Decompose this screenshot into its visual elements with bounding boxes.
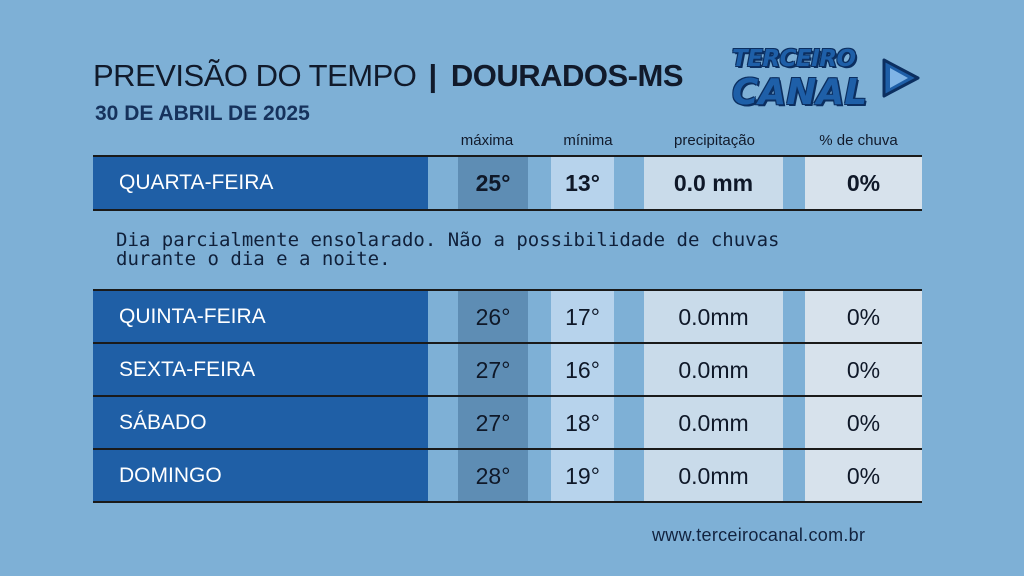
table-row: QUARTA-FEIRA 25° 13° 0.0 mm 0% bbox=[93, 157, 922, 209]
description-line: Dia parcialmente ensolarado. Não a possi… bbox=[116, 229, 780, 251]
divider bbox=[93, 155, 922, 157]
cell-gap bbox=[528, 397, 551, 449]
column-header-min: mínima bbox=[563, 132, 613, 149]
table-row: DOMINGO 28° 19° 0.0mm 0% bbox=[93, 450, 922, 502]
logo-line2: CANAL bbox=[732, 72, 868, 113]
cell-gap bbox=[428, 450, 458, 502]
cell-gap bbox=[528, 157, 551, 209]
precip-cell: 0.0mm bbox=[644, 344, 783, 396]
day-cell: QUINTA-FEIRA bbox=[93, 291, 428, 343]
divider bbox=[93, 501, 922, 503]
cell-gap bbox=[783, 291, 805, 343]
cell-gap bbox=[783, 157, 805, 209]
website-link[interactable]: www.terceirocanal.com.br bbox=[652, 525, 866, 545]
max-temp-cell: 28° bbox=[458, 450, 528, 502]
cell-gap bbox=[783, 450, 805, 502]
rain-chance-cell: 0% bbox=[805, 157, 922, 209]
rain-chance-cell: 0% bbox=[805, 291, 922, 343]
column-header-rain: % de chuva bbox=[819, 132, 898, 149]
column-header-precip: precipitação bbox=[674, 132, 755, 149]
min-temp-cell: 18° bbox=[551, 397, 614, 449]
precip-cell: 0.0mm bbox=[644, 397, 783, 449]
max-temp-cell: 27° bbox=[458, 344, 528, 396]
cell-gap bbox=[783, 344, 805, 396]
day-cell: QUARTA-FEIRA bbox=[93, 157, 428, 209]
cell-gap bbox=[428, 157, 458, 209]
divider bbox=[93, 448, 922, 450]
terceiro-canal-logo: TERCEIRO CANAL bbox=[728, 44, 928, 114]
page-title: PREVISÃO DO TEMPO | DOURADOS-MS bbox=[93, 58, 684, 94]
divider bbox=[93, 342, 922, 344]
day-cell: SÁBADO bbox=[93, 397, 428, 449]
description-line: durante o dia e a noite. bbox=[116, 248, 391, 270]
weather-description: Dia parcialmente ensolarado. Não a possi… bbox=[116, 231, 836, 269]
precip-cell: 0.0mm bbox=[644, 450, 783, 502]
day-cell: DOMINGO bbox=[93, 450, 428, 502]
min-temp-cell: 16° bbox=[551, 344, 614, 396]
title-separator: | bbox=[428, 58, 438, 93]
min-temp-cell: 17° bbox=[551, 291, 614, 343]
divider bbox=[93, 289, 922, 291]
cell-gap bbox=[614, 450, 644, 502]
title-main: PREVISÃO DO TEMPO bbox=[93, 58, 417, 93]
logo-line1: TERCEIRO bbox=[732, 46, 856, 72]
day-cell: SEXTA-FEIRA bbox=[93, 344, 428, 396]
divider bbox=[93, 395, 922, 397]
precip-cell: 0.0 mm bbox=[644, 157, 783, 209]
play-arrow-icon bbox=[882, 58, 920, 98]
table-row: QUINTA-FEIRA 26° 17° 0.0mm 0% bbox=[93, 291, 922, 343]
cell-gap bbox=[614, 344, 644, 396]
table-row: SEXTA-FEIRA 27° 16° 0.0mm 0% bbox=[93, 344, 922, 396]
cell-gap bbox=[614, 397, 644, 449]
precip-cell: 0.0mm bbox=[644, 291, 783, 343]
cell-gap bbox=[428, 344, 458, 396]
max-temp-cell: 25° bbox=[458, 157, 528, 209]
rain-chance-cell: 0% bbox=[805, 450, 922, 502]
min-temp-cell: 13° bbox=[551, 157, 614, 209]
max-temp-cell: 27° bbox=[458, 397, 528, 449]
rain-chance-cell: 0% bbox=[805, 397, 922, 449]
cell-gap bbox=[428, 291, 458, 343]
cell-gap bbox=[783, 397, 805, 449]
cell-gap bbox=[428, 397, 458, 449]
title-city: DOURADOS-MS bbox=[450, 58, 684, 93]
forecast-date: 30 DE ABRIL DE 2025 bbox=[95, 102, 310, 125]
divider bbox=[93, 209, 922, 211]
cell-gap bbox=[614, 157, 644, 209]
rain-chance-cell: 0% bbox=[805, 344, 922, 396]
cell-gap bbox=[528, 344, 551, 396]
column-header-max: máxima bbox=[460, 132, 514, 149]
cell-gap bbox=[528, 291, 551, 343]
table-row: SÁBADO 27° 18° 0.0mm 0% bbox=[93, 397, 922, 449]
cell-gap bbox=[614, 291, 644, 343]
cell-gap bbox=[528, 450, 551, 502]
max-temp-cell: 26° bbox=[458, 291, 528, 343]
min-temp-cell: 19° bbox=[551, 450, 614, 502]
